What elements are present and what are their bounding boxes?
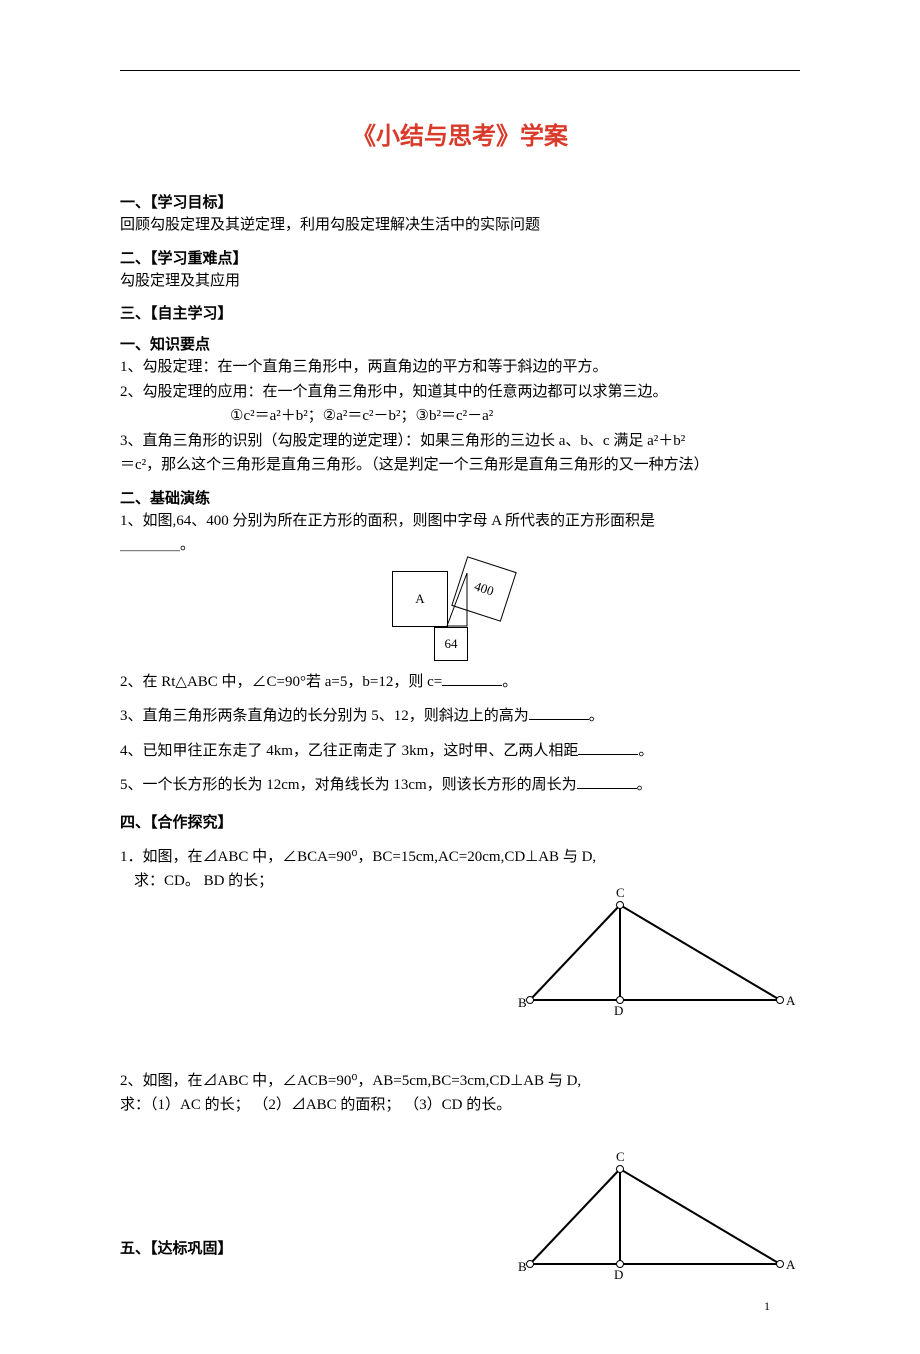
sec3-q4: 4、已知甲往正东走了 4km，乙往正南走了 3km，这时甲、乙两人相距 。 [120, 740, 800, 763]
blank-q4 [578, 754, 638, 755]
sec3-sub2: 二、基础演练 [120, 487, 800, 508]
sec3-p3a: 3、直角三角形的识别（勾股定理的逆定理）：如果三角形的三边长 a、b、c 满足 … [120, 430, 800, 453]
sec3-p1: 1、勾股定理：在一个直角三角形中，两直角边的平方和等于斜边的平方。 [120, 356, 800, 379]
sec2-header: 二、【学习重难点】 [120, 247, 800, 268]
doc-title: 《小结与思考》学案 [120, 116, 800, 151]
page-number: 1 [120, 1284, 800, 1314]
vertex-D2: D [614, 1267, 623, 1283]
triangle-connector [380, 563, 540, 663]
vertex-D1: D [614, 1003, 623, 1019]
sec2-body: 勾股定理及其应用 [120, 270, 800, 293]
vertex-A2: A [786, 1257, 795, 1273]
page: 《小结与思考》学案 一、【学习目标】 回顾勾股定理及其逆定理，利用勾股定理解决生… [0, 0, 920, 1354]
vertex-B1: B [518, 995, 527, 1011]
blank-q3 [529, 719, 589, 720]
sec3-q1a: 1、如图,64、400 分别为所在正方形的面积，则图中字母 A 所代表的正方形面… [120, 510, 800, 533]
sec3-q2a: 2、在 Rt△ABC 中，∠C=90°若 a=5，b=12，则 c= [120, 674, 442, 690]
sec1-header: 一、【学习目标】 [120, 191, 800, 212]
sec3-q5b: 。 [637, 777, 652, 793]
sec4-header: 四、【合作探究】 [120, 811, 800, 832]
sec3-q5a: 5、一个长方形的长为 12cm，对角线长为 13cm，则该长方形的周长为 [120, 777, 577, 793]
sec3-formula: ①c²＝a²＋b²；②a²＝c²－b²；③b²＝c²－a² [120, 405, 800, 428]
triangle-figure-1: B D C A [510, 885, 800, 1020]
triangle-figure-2: B D C A [510, 1149, 800, 1284]
blank-q5 [577, 788, 637, 789]
figure-squares: A 400 64 [380, 563, 540, 663]
sec3-q3a: 3、直角三角形两条直角边的长分别为 5、12，则斜边上的高为 [120, 708, 529, 724]
sec3-p2: 2、勾股定理的应用：在一个直角三角形中，知道其中的任意两边都可以求第三边。 [120, 381, 800, 404]
sec3-q4a: 4、已知甲往正东走了 4km，乙往正南走了 3km，这时甲、乙两人相距 [120, 743, 578, 759]
vertex-A1: A [786, 993, 795, 1009]
sec3-q3: 3、直角三角形两条直角边的长分别为 5、12，则斜边上的高为 。 [120, 705, 800, 728]
top-rule [120, 70, 800, 71]
sec3-p3b: ＝c²，那么这个三角形是直角三角形。（这是判定一个三角形是直角三角形的又一种方法… [120, 454, 800, 477]
vertex-C2: C [616, 1149, 625, 1165]
sec4-q2l1: 2、如图，在⊿ABC 中，∠ACB=90⁰，AB=5cm,BC=3cm,CD⊥A… [120, 1070, 800, 1093]
sec3-q5: 5、一个长方形的长为 12cm，对角线长为 13cm，则该长方形的周长为 。 [120, 774, 800, 797]
sec3-q4b: 。 [638, 743, 653, 759]
sec3-q3b: 。 [589, 708, 604, 724]
sec3-q2: 2、在 Rt△ABC 中，∠C=90°若 a=5，b=12，则 c= 。 [120, 671, 800, 694]
vertex-B2: B [518, 1259, 527, 1275]
sec4-q1l1: 1．如图，在⊿ABC 中，∠BCA=90⁰，BC=15cm,AC=20cm,CD… [120, 846, 800, 869]
sec3-q1b: ＿＿＿＿。 [120, 534, 800, 557]
sec3-sub1: 一、知识要点 [120, 333, 800, 354]
sec1-body: 回顾勾股定理及其逆定理，利用勾股定理解决生活中的实际问题 [120, 214, 800, 237]
vertex-C1: C [616, 885, 625, 901]
sec4-q2l2: 求：（1）AC 的长； （2）⊿ABC 的面积； （3）CD 的长。 [120, 1094, 800, 1117]
blank-q2 [442, 685, 502, 686]
sec3-header: 三、【自主学习】 [120, 302, 800, 323]
sec3-q2b: 。 [502, 674, 517, 690]
